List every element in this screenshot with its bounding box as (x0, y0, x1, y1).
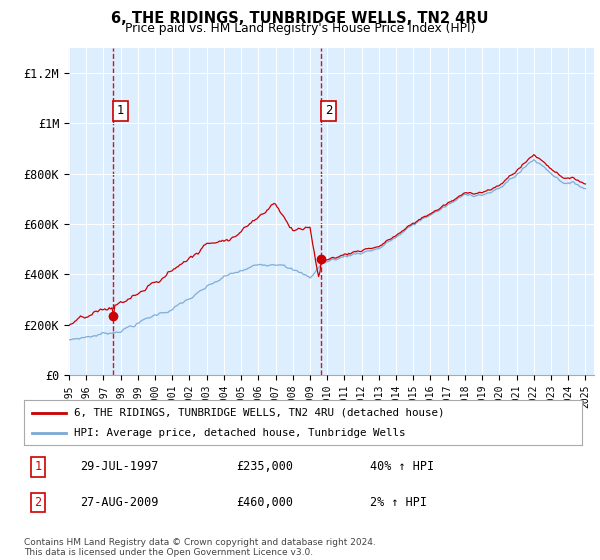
Text: £460,000: £460,000 (236, 496, 293, 509)
Text: Price paid vs. HM Land Registry's House Price Index (HPI): Price paid vs. HM Land Registry's House … (125, 22, 475, 35)
Text: 29-JUL-1997: 29-JUL-1997 (80, 460, 158, 473)
Text: 2: 2 (34, 496, 41, 509)
Text: 6, THE RIDINGS, TUNBRIDGE WELLS, TN2 4RU (detached house): 6, THE RIDINGS, TUNBRIDGE WELLS, TN2 4RU… (74, 408, 445, 418)
Text: £235,000: £235,000 (236, 460, 293, 473)
Text: 1: 1 (117, 104, 124, 117)
Text: 40% ↑ HPI: 40% ↑ HPI (370, 460, 434, 473)
Text: 6, THE RIDINGS, TUNBRIDGE WELLS, TN2 4RU: 6, THE RIDINGS, TUNBRIDGE WELLS, TN2 4RU (111, 11, 489, 26)
Text: HPI: Average price, detached house, Tunbridge Wells: HPI: Average price, detached house, Tunb… (74, 428, 406, 438)
Text: 1: 1 (34, 460, 41, 473)
Text: 2: 2 (325, 104, 332, 117)
Text: Contains HM Land Registry data © Crown copyright and database right 2024.
This d: Contains HM Land Registry data © Crown c… (24, 538, 376, 557)
Text: 27-AUG-2009: 27-AUG-2009 (80, 496, 158, 509)
Text: 2% ↑ HPI: 2% ↑ HPI (370, 496, 427, 509)
